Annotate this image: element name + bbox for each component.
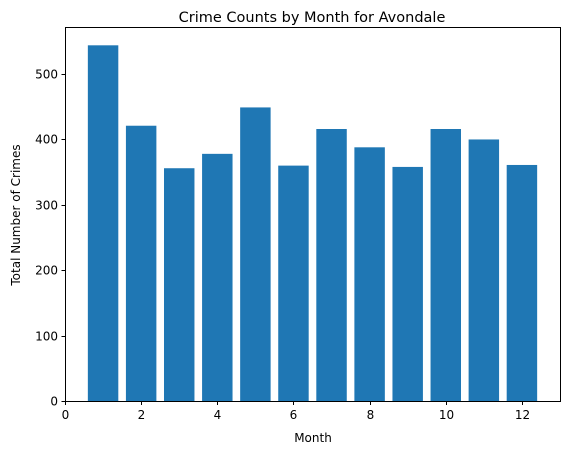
x-tick-label: 12	[515, 408, 530, 422]
x-tick-label: 6	[290, 408, 298, 422]
bar-month-5	[240, 107, 271, 401]
y-tick-label: 0	[50, 395, 58, 409]
x-axis-label: Month	[294, 431, 332, 445]
bar-month-1	[87, 45, 119, 402]
y-tick-label: 300	[35, 199, 58, 213]
bar-month-8	[354, 147, 385, 401]
x-tick-label: 8	[367, 408, 375, 422]
x-tick-label: 10	[439, 408, 454, 422]
bar-month-3	[164, 168, 195, 401]
y-tick-label: 500	[35, 68, 58, 82]
plot-frame	[65, 27, 561, 402]
bar-month-11	[468, 139, 500, 401]
y-tick-label: 200	[35, 264, 58, 278]
y-tick-label: 400	[35, 133, 58, 147]
bar-month-6	[278, 165, 309, 401]
chart-title: Crime Counts by Month for Avondale	[179, 10, 446, 26]
x-tick-label: 4	[214, 408, 222, 422]
bar-month-4	[202, 153, 233, 401]
y-axis-label: Total Number of Crimes	[9, 144, 23, 286]
bars-layer	[87, 45, 538, 402]
y-axis: 0 100 200 300 400 500	[35, 68, 66, 409]
bar-month-12	[506, 164, 538, 401]
y-tick-label: 100	[35, 330, 58, 344]
x-tick-label: 2	[138, 408, 146, 422]
bar-month-9	[392, 166, 423, 401]
bar-month-7	[316, 129, 347, 401]
bar-month-10	[430, 129, 461, 401]
bar-month-2	[125, 125, 157, 401]
x-axis: 0 2 4 6 8 10 12	[62, 401, 530, 422]
x-tick-label: 0	[62, 408, 70, 422]
